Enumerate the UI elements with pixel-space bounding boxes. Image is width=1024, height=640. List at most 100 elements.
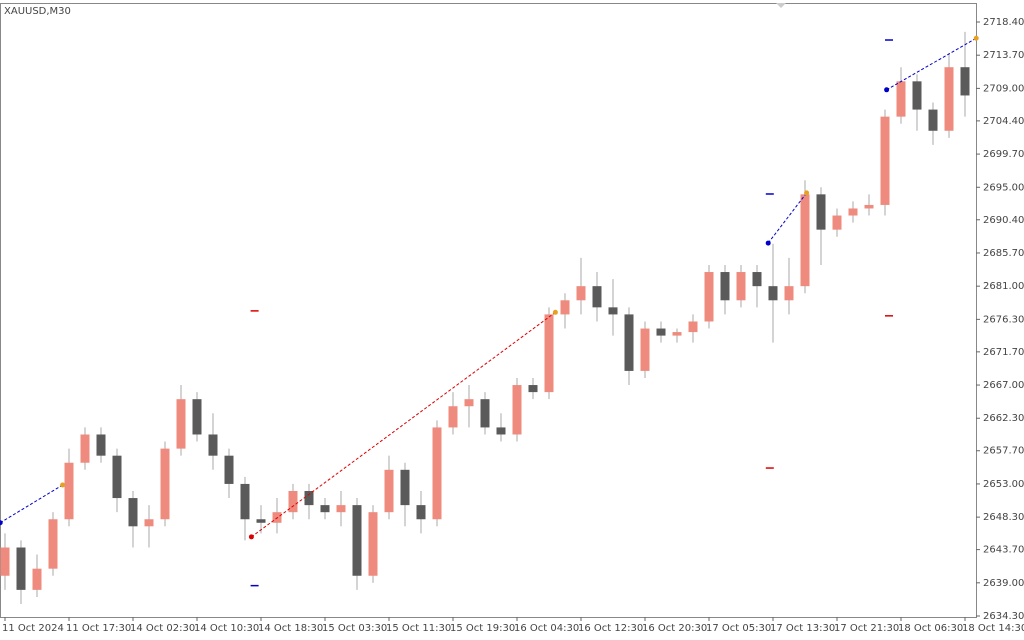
x-tick-label: 18 Oct 06:30	[898, 623, 963, 634]
x-tick-label: 16 Oct 20:30	[642, 623, 707, 634]
candle-body	[944, 67, 954, 131]
candle-body	[320, 505, 330, 513]
candle-body	[896, 81, 906, 117]
y-tick-label: 2699.70	[983, 149, 1024, 160]
trend-point	[973, 35, 979, 41]
candle-body	[480, 399, 490, 428]
candle-body	[560, 300, 570, 315]
candle-body	[144, 519, 154, 527]
candle-body	[912, 81, 922, 110]
candle-body	[224, 455, 234, 484]
x-tick-label: 11 Oct 17:30	[66, 623, 131, 634]
y-tick-label: 2643.70	[983, 545, 1024, 556]
candle-body	[336, 505, 346, 513]
candle-body	[960, 67, 970, 96]
y-tick-label: 2671.70	[983, 347, 1024, 358]
candle-body	[240, 483, 250, 520]
candle-body	[464, 399, 474, 407]
candle-body	[688, 321, 698, 333]
y-tick-label: 2639.00	[983, 578, 1024, 589]
candle-body	[64, 462, 74, 520]
candle-body	[384, 469, 394, 513]
candle-body	[592, 286, 602, 308]
x-tick-label: 17 Oct 21:30	[834, 623, 899, 634]
trend-line	[886, 37, 977, 91]
y-tick-label: 2662.30	[983, 413, 1024, 424]
candle-body	[752, 272, 762, 287]
candle-body	[16, 547, 26, 590]
trend-point	[60, 482, 66, 488]
trend-point	[804, 190, 810, 196]
x-tick-label: 15 Oct 19:30	[450, 623, 515, 634]
y-tick-label: 2713.70	[983, 50, 1024, 61]
candle-body	[192, 399, 202, 435]
y-tick-label: 2667.00	[983, 380, 1024, 391]
candle-body	[512, 385, 522, 435]
candle-body	[400, 469, 410, 506]
candle-body	[256, 519, 266, 523]
candle-body	[448, 406, 458, 428]
candle-body	[304, 490, 314, 506]
y-tick-label: 2690.40	[983, 215, 1024, 226]
candle-body	[880, 116, 890, 205]
candle-body	[624, 314, 634, 371]
x-tick-label: 14 Oct 10:30	[194, 623, 259, 634]
candle-body	[832, 215, 842, 230]
candle-body	[656, 328, 666, 336]
candle-body	[800, 194, 810, 287]
x-tick-label: 18 Oct 14:30	[962, 623, 1024, 634]
x-tick-label: 14 Oct 18:30	[258, 623, 323, 634]
candle-body	[864, 204, 874, 209]
candle-body	[720, 272, 730, 301]
candle-body	[544, 314, 554, 393]
y-tick-label: 2676.30	[983, 314, 1024, 325]
trend-point	[552, 309, 558, 315]
y-tick-label: 2704.40	[983, 116, 1024, 127]
trend-point	[248, 534, 254, 540]
candle-body	[32, 568, 42, 590]
trend-point	[0, 520, 3, 526]
candle-body	[848, 208, 858, 216]
candle-body	[672, 332, 682, 336]
trend-line	[251, 311, 556, 538]
candle-body	[496, 427, 506, 435]
candle-body	[368, 512, 378, 576]
trend-line	[767, 192, 807, 244]
candle-body	[704, 272, 714, 322]
candle-body	[416, 505, 426, 520]
y-tick-label: 2634.30	[983, 611, 1024, 622]
shift-marker	[776, 3, 786, 8]
trend-point	[765, 240, 771, 246]
candle-body	[576, 286, 586, 301]
trend-line	[0, 484, 63, 524]
y-tick-label: 2695.00	[983, 182, 1024, 193]
candle-body	[128, 498, 138, 527]
y-tick-label: 2718.40	[983, 17, 1024, 28]
candle-body	[112, 455, 122, 499]
candle-body	[528, 385, 538, 393]
chart-title: XAUUSD,M30	[4, 6, 71, 17]
candle-body	[48, 519, 58, 569]
candle-body	[784, 286, 794, 301]
x-tick-label: 15 Oct 03:30	[322, 623, 387, 634]
y-tick-label: 2681.00	[983, 281, 1024, 292]
candle-body	[80, 434, 90, 463]
candle-body	[176, 399, 186, 449]
trend-point	[884, 87, 890, 93]
candle-body	[640, 328, 650, 371]
x-tick-label: 17 Oct 13:30	[770, 623, 835, 634]
candle-body	[208, 434, 218, 456]
x-tick-label: 16 Oct 04:30	[514, 623, 579, 634]
x-tick-label: 17 Oct 05:30	[706, 623, 771, 634]
candle-body	[432, 427, 442, 520]
candle-body	[288, 490, 298, 513]
y-tick-label: 2709.00	[983, 83, 1024, 94]
x-tick-label: 11 Oct 2024	[2, 623, 64, 634]
x-tick-label: 15 Oct 11:30	[386, 623, 451, 634]
candle-body	[352, 505, 362, 576]
candle-body	[736, 272, 746, 301]
candle-body	[160, 448, 170, 520]
x-tick-label: 14 Oct 02:30	[130, 623, 195, 634]
y-tick-label: 2657.70	[983, 446, 1024, 457]
